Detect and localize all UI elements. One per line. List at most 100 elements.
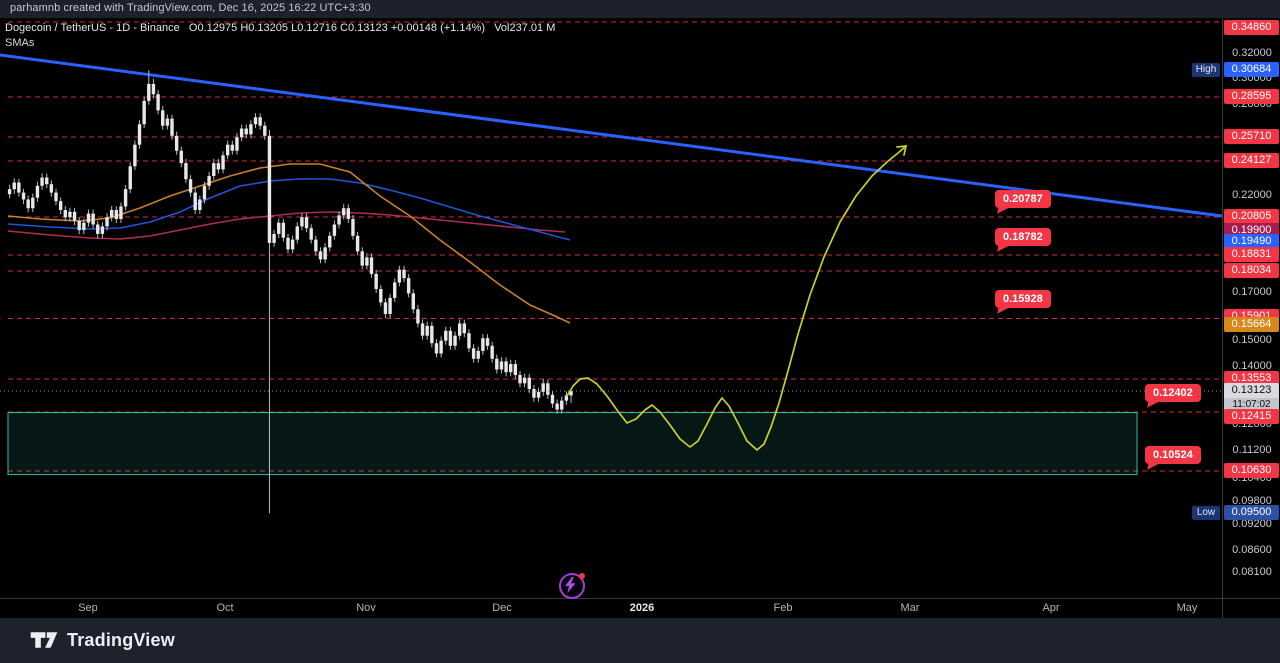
- candlestick: [337, 215, 341, 225]
- projection-path[interactable]: [566, 145, 907, 451]
- candlestick: [439, 340, 443, 354]
- candlestick: [393, 282, 397, 298]
- candlestick: [170, 118, 174, 136]
- indicator-legend[interactable]: SMAs: [5, 37, 35, 49]
- candlestick: [532, 388, 536, 398]
- candlestick: [244, 128, 248, 135]
- candlestick: [546, 383, 550, 395]
- candlestick: [156, 94, 160, 111]
- candlestick: [513, 364, 518, 375]
- candlestick: [100, 226, 105, 234]
- candlestick: [383, 302, 388, 314]
- candlestick: [309, 228, 313, 240]
- price-callout-0.12402[interactable]: 0.12402: [1145, 384, 1201, 411]
- candlestick: [68, 211, 72, 218]
- price-tick: 0.17000: [1232, 286, 1272, 299]
- candlestick: [332, 224, 337, 236]
- candlestick: [485, 338, 490, 346]
- candlestick: [114, 209, 119, 220]
- candlestick: [504, 361, 508, 373]
- symbol-legend[interactable]: Dogecoin / TetherUS - 1D - Binance O0.12…: [5, 21, 555, 51]
- candlestick: [425, 325, 429, 336]
- price-tick: 0.09800: [1232, 494, 1272, 507]
- candlestick: [17, 182, 21, 193]
- time-axis-label-Mar: Mar: [900, 602, 920, 614]
- candlestick: [388, 297, 392, 314]
- sma-line-crimson[interactable]: [7, 211, 566, 240]
- tradingview-logo-icon: [30, 632, 58, 648]
- candlestick: [536, 391, 541, 398]
- candlestick: [365, 257, 369, 266]
- high-marker-tag: High: [1192, 63, 1220, 78]
- candlestick: [133, 144, 137, 167]
- change-value: +0.00148 (+1.14%): [390, 22, 486, 34]
- candlestick: [462, 323, 467, 334]
- candlestick: [72, 211, 77, 221]
- candlestick: [184, 163, 188, 180]
- chart-canvas[interactable]: [0, 18, 1222, 598]
- candlestick: [355, 235, 360, 252]
- lightning-bolt-icon: [565, 577, 576, 593]
- price-badge-0.19490: 0.19490: [1224, 233, 1279, 249]
- price-callout-0.20787[interactable]: 0.20787: [995, 190, 1051, 217]
- candlestick: [295, 226, 299, 240]
- interval-label[interactable]: 1D: [116, 22, 131, 34]
- time-axis-label-Apr: Apr: [1042, 602, 1060, 614]
- candlestick: [123, 189, 128, 207]
- candlestick: [369, 257, 374, 274]
- demand-zone-box[interactable]: [7, 412, 1138, 476]
- time-axis-label-2026: 2026: [629, 602, 655, 614]
- candlestick: [444, 330, 448, 341]
- candlestick: [161, 110, 165, 126]
- price-axis[interactable]: 0.320000.300000.280000.220000.170000.150…: [1222, 18, 1280, 598]
- candlestick: [91, 213, 95, 225]
- price-callout-0.18782[interactable]: 0.18782: [995, 228, 1051, 255]
- symbol-name[interactable]: Dogecoin / TetherUS: [5, 22, 107, 34]
- candlestick: [54, 192, 58, 202]
- legend-main-row[interactable]: Dogecoin / TetherUS - 1D - Binance O0.12…: [5, 22, 556, 34]
- candlestick: [476, 350, 480, 359]
- candlestick: [12, 182, 16, 190]
- price-callout-0.15928[interactable]: 0.15928: [995, 290, 1051, 317]
- ohlc-low: L0.12716: [291, 22, 337, 34]
- candlestick: [397, 269, 402, 283]
- price-badge-0.15664: 0.15664: [1224, 317, 1279, 333]
- candlestick: [212, 163, 216, 176]
- candlestick: [267, 135, 272, 243]
- candlestick: [448, 330, 453, 346]
- candlestick: [341, 208, 346, 216]
- time-axis-label-Nov: Nov: [356, 602, 376, 614]
- candlestick: [86, 213, 91, 223]
- candlestick: [258, 117, 262, 126]
- tradingview-logo[interactable]: TradingView: [30, 629, 175, 651]
- candlestick: [434, 343, 439, 354]
- candlestick: [165, 118, 170, 126]
- candlestick: [379, 288, 383, 303]
- candlestick: [490, 345, 494, 359]
- price-badge-0.12415: 0.12415: [1224, 409, 1279, 425]
- price-tick: 0.08100: [1232, 566, 1272, 579]
- candlestick: [374, 273, 378, 289]
- sma-line-blue[interactable]: [7, 178, 571, 241]
- price-callout-0.10524[interactable]: 0.10524: [1145, 446, 1201, 473]
- time-axis-label-Dec: Dec: [492, 602, 512, 614]
- ohlc-open: O0.12975: [188, 22, 238, 34]
- price-tick: 0.15000: [1232, 333, 1272, 346]
- candlestick: [318, 251, 323, 260]
- price-badge-0.30684: 0.30684: [1224, 62, 1279, 78]
- candlestick: [49, 184, 54, 193]
- chart-pane[interactable]: Dogecoin / TetherUS - 1D - Binance O0.12…: [0, 18, 1222, 598]
- candlestick: [40, 177, 44, 186]
- candlestick: [119, 206, 123, 220]
- candlestick: [281, 222, 286, 238]
- candlestick: [300, 217, 304, 227]
- time-axis-label-Feb: Feb: [773, 602, 793, 614]
- time-axis[interactable]: Sep Oct Nov Dec 2026 Feb Mar Apr May: [0, 598, 1280, 619]
- price-badge-0.18034: 0.18034: [1224, 263, 1279, 279]
- price-badge-0.34860: 0.34860: [1224, 20, 1279, 36]
- price-badge-0.18831: 0.18831: [1224, 246, 1279, 262]
- brand-name: TradingView: [67, 629, 175, 650]
- descending-trendline[interactable]: [0, 53, 1222, 218]
- flash-events-icon[interactable]: [559, 573, 585, 599]
